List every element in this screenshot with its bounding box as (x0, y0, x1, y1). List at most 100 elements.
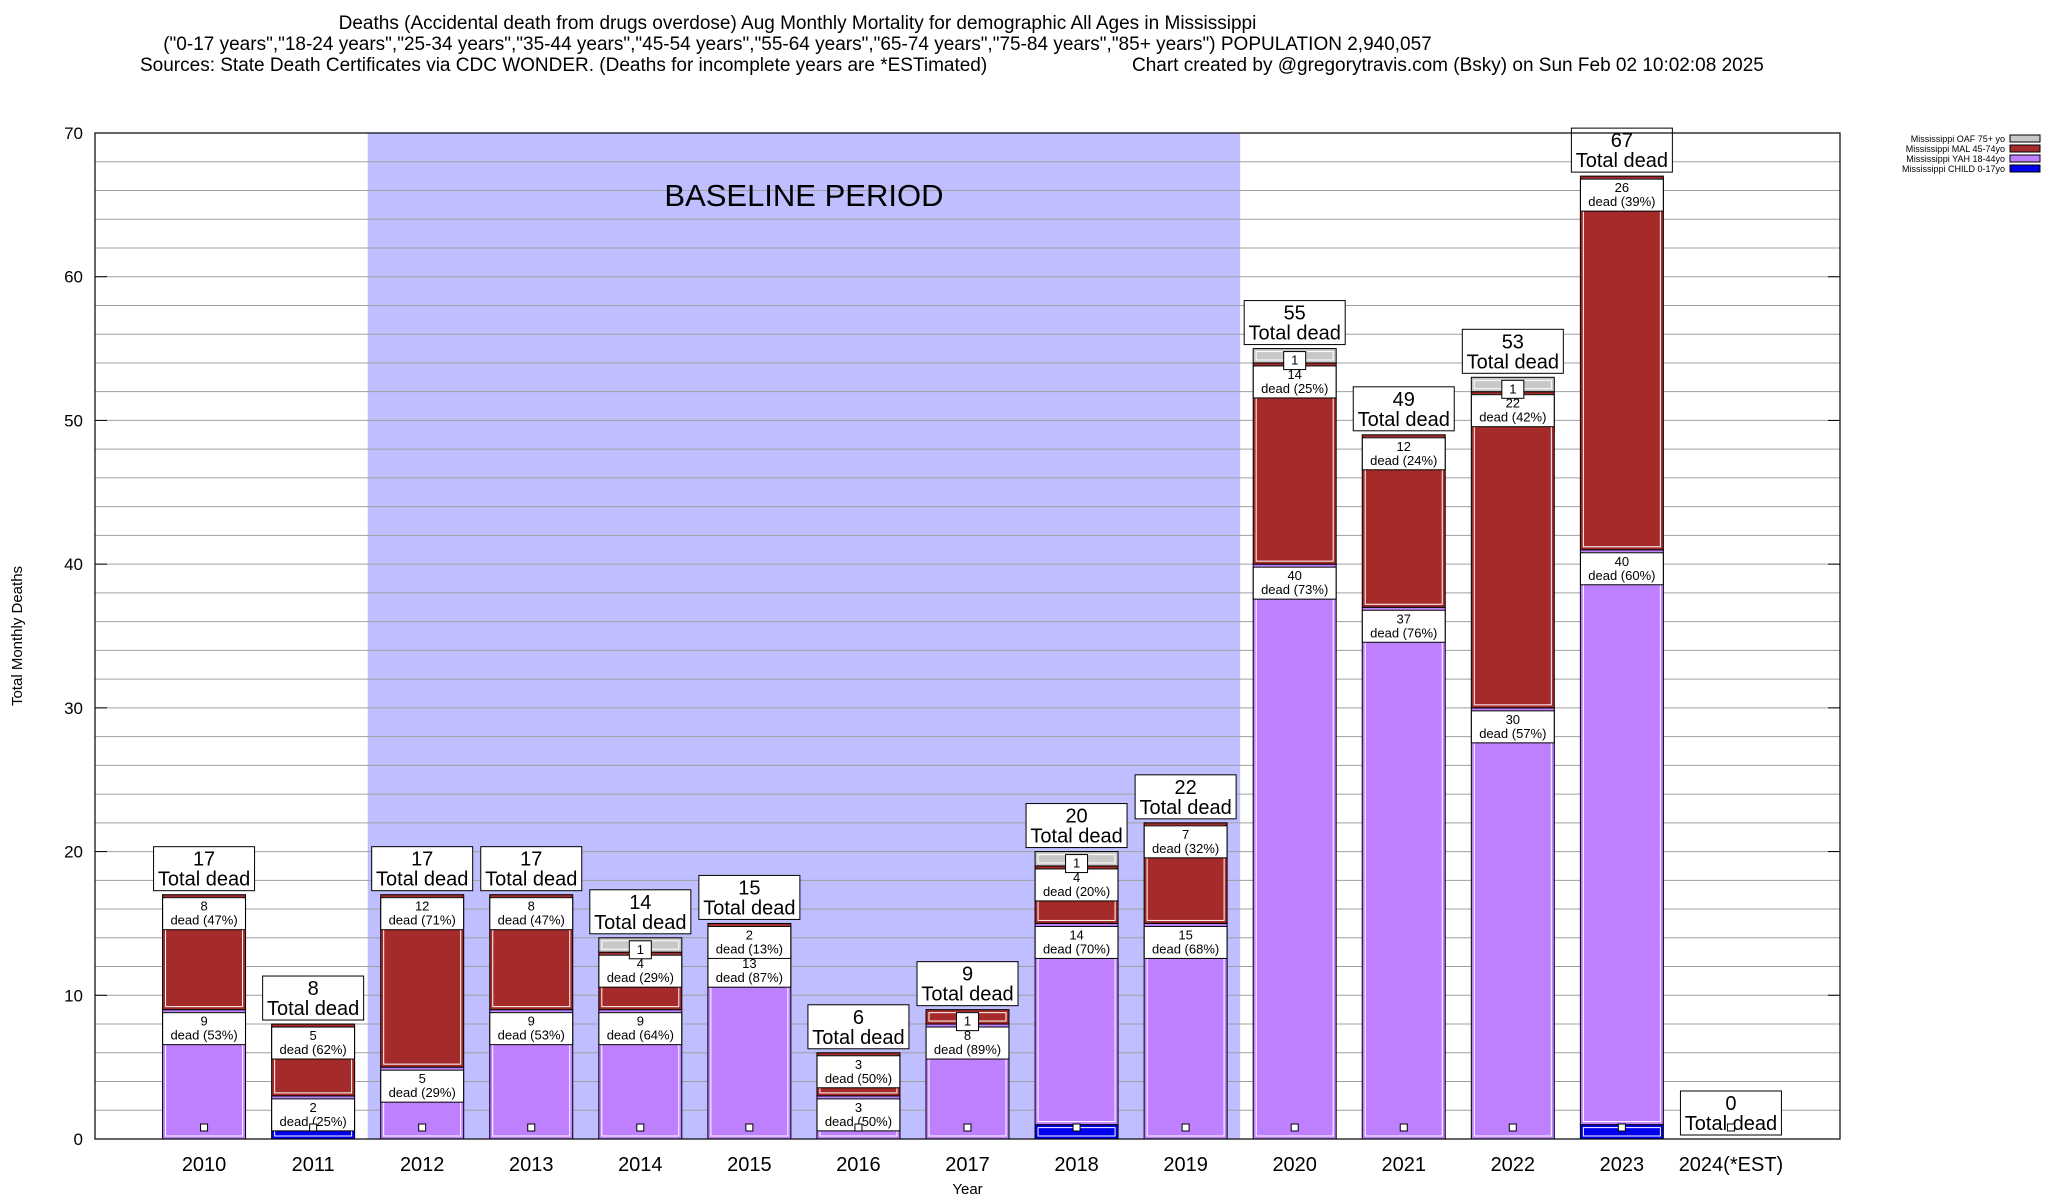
bar-segment-yah (1143, 922, 1228, 1140)
total-label-text: Total dead (812, 1027, 904, 1049)
total-label-value: 8 (308, 978, 319, 1000)
segment-label-mal-box (816, 1055, 901, 1089)
x-tick-label: 2015 (727, 1154, 772, 1176)
bar-marker (309, 1123, 318, 1132)
segment-label-oaf-box (628, 940, 652, 960)
segment-label-yah: dead (89%) (934, 1042, 1001, 1057)
x-tick-label: 2019 (1163, 1154, 1208, 1176)
segment-label-mal-box (1579, 178, 1664, 212)
segment-label-yah-box (707, 954, 792, 988)
bar-marker (963, 1123, 972, 1132)
segment-label-mal: 2 (746, 927, 753, 942)
chart-sources: Sources: State Death Certificates via CD… (140, 55, 988, 76)
segment-label-yah: 9 (528, 1014, 535, 1029)
segment-label-mal: dead (47%) (170, 913, 237, 928)
segment-label-mal: 14 (1287, 367, 1301, 382)
plot-frame (94, 132, 1841, 1140)
x-tick-label: 2014 (618, 1154, 663, 1176)
segment-label-yah-box (1579, 552, 1664, 586)
segment-label-mal: 5 (310, 1028, 317, 1043)
total-label-text: Total dead (594, 912, 686, 934)
segment-label-yah-box (380, 1069, 465, 1103)
legend-entry-swatch (2009, 144, 2041, 153)
x-axis-title: Year (952, 1181, 982, 1198)
total-label-text: Total dead (1467, 351, 1559, 373)
segment-label-yah: dead (68%) (1152, 941, 1219, 956)
segment-label-yah-box (1252, 566, 1337, 600)
total-label-box (589, 889, 692, 935)
segment-label-yah: 14 (1069, 927, 1083, 942)
total-label-text: Total dead (158, 869, 250, 891)
segment-label-yah: dead (25%) (280, 1114, 347, 1129)
chart-title: Deaths (Accidental death from drugs over… (338, 13, 1257, 34)
segment-label-yah: dead (57%) (1479, 726, 1546, 741)
total-label-text: Total dead (376, 869, 468, 891)
segment-label-yah: dead (76%) (1370, 625, 1437, 640)
segment-label-mal-box (380, 897, 465, 931)
total-label-text: Total dead (1030, 826, 1122, 848)
segment-label-mal-box (956, 1012, 979, 1032)
x-tick-label: 2024(*EST) (1679, 1154, 1784, 1176)
segment-label-mal-box (707, 925, 792, 959)
bar-marker (854, 1123, 863, 1132)
legend-entry-swatch (2009, 134, 2041, 143)
segment-label-mal: dead (39%) (1588, 194, 1655, 209)
segment-label-yah: 5 (419, 1071, 426, 1086)
segment-label-yah-box (925, 1026, 1010, 1060)
y-tick-label: 10 (64, 986, 83, 1005)
y-tick-label: 70 (64, 124, 83, 143)
x-tick-label: 2012 (400, 1154, 445, 1176)
segment-label-mal-box (162, 897, 246, 931)
segment-label-yah: dead (60%) (1588, 568, 1655, 583)
segment-label-mal: dead (13%) (716, 941, 783, 956)
bar-marker (1726, 1123, 1735, 1132)
total-label-text: Total dead (703, 897, 795, 919)
segment-label-yah-box (1470, 710, 1555, 744)
segment-label-yah-box (1034, 925, 1119, 959)
segment-label-mal: 26 (1615, 180, 1629, 195)
total-label-text: Total dead (1576, 150, 1668, 172)
total-label-value: 6 (853, 1007, 864, 1029)
segment-label-yah-box (1143, 925, 1228, 959)
segment-label-oaf-box (1065, 854, 1089, 874)
segment-label-mal: 8 (200, 899, 207, 914)
total-label-value: 17 (193, 849, 215, 871)
chart-subtitle: ("0-17 years","18-24 years","25-34 years… (163, 34, 1432, 55)
total-label-value: 55 (1284, 303, 1306, 325)
segment-label-mal: 22 (1506, 396, 1520, 411)
segment-label-yah: 15 (1178, 927, 1192, 942)
total-label-text: Total dead (1249, 323, 1341, 345)
segment-label-mal-box (1361, 437, 1446, 471)
segment-label-mal: 12 (415, 899, 429, 914)
total-label-value: 14 (629, 892, 651, 914)
y-tick-label: 0 (74, 1130, 83, 1149)
segment-label-yah: dead (64%) (607, 1028, 674, 1043)
total-label-text: Total dead (1139, 797, 1231, 819)
segment-label-yah: dead (73%) (1261, 582, 1328, 597)
total-label-box (916, 961, 1019, 1007)
total-label-box (262, 975, 365, 1021)
segment-label-yah-box (489, 1012, 574, 1046)
total-label-box (1134, 774, 1237, 820)
y-tick-label: 20 (64, 843, 83, 862)
total-label-value: 17 (520, 849, 542, 871)
x-tick-label: 2018 (1054, 1154, 1099, 1176)
segment-label-yah: 2 (310, 1100, 317, 1115)
segment-label-mal-box (271, 1026, 356, 1060)
segment-label-mal: dead (20%) (1043, 884, 1110, 899)
x-tick-label: 2013 (509, 1154, 554, 1176)
bar-marker (636, 1123, 645, 1132)
bar-segment-mal (1470, 391, 1555, 709)
segment-label-mal: dead (25%) (1261, 381, 1328, 396)
total-label-value: 49 (1393, 389, 1415, 411)
bar-segment-yah (1361, 606, 1446, 1140)
segment-label-yah: dead (53%) (498, 1028, 565, 1043)
legend-entry-swatch (2009, 154, 2041, 163)
segment-label-yah: dead (87%) (716, 970, 783, 985)
segment-label-oaf: 1 (1509, 381, 1516, 396)
segment-label-mal: 4 (1073, 870, 1080, 885)
segment-label-yah: dead (70%) (1043, 941, 1110, 956)
total-label-value: 17 (411, 849, 433, 871)
chart-credit: Chart created by @gregorytravis.com (Bsk… (1132, 55, 1764, 76)
